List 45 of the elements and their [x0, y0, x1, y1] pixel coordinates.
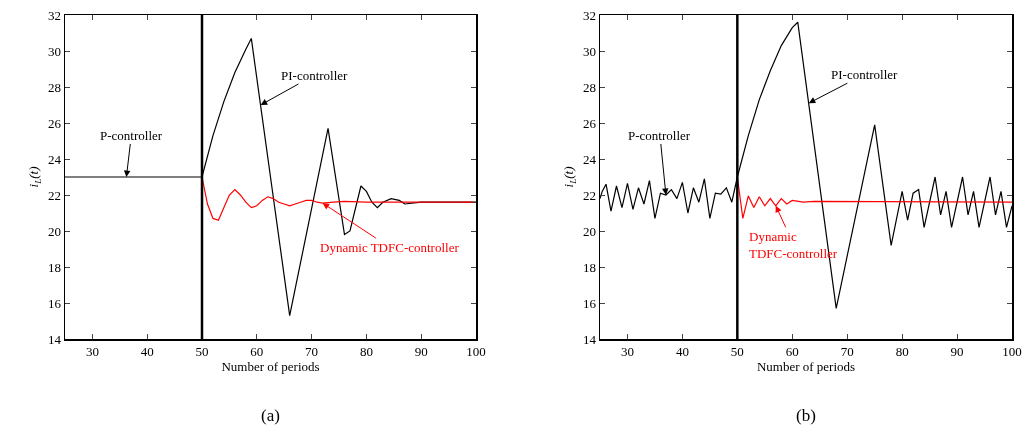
x-tick-label: 30	[620, 344, 634, 360]
x-tick-label: 40	[675, 344, 689, 360]
annotation: P-controller	[100, 128, 163, 143]
y-tick-label: 26	[47, 115, 62, 131]
text: (b)	[796, 406, 816, 425]
y-tick-label: 24	[47, 151, 62, 167]
x-tick-label: 50	[195, 344, 209, 360]
annotation: PI-controller	[281, 68, 349, 83]
x-tick-label: 90	[950, 344, 964, 360]
x-tick-label: 80	[895, 344, 909, 360]
annotation: Dynamic TDFC-controller	[320, 240, 460, 255]
x-tick-label: 60	[250, 344, 264, 360]
y-tick-label: 18	[47, 259, 61, 275]
text: (a)	[261, 406, 280, 425]
y-tick-label: 28	[47, 79, 61, 95]
x-tick-label: 40	[140, 344, 154, 360]
y-tick-label: 16	[47, 295, 62, 311]
y-tick-label: 32	[582, 7, 596, 23]
y-tick-label: 22	[47, 187, 61, 203]
x-tick-label: 60	[785, 344, 799, 360]
x-tick-label: 30	[85, 344, 99, 360]
x-tick-label: 50	[730, 344, 744, 360]
y-tick-label: 20	[582, 223, 596, 239]
annotation: P-controller	[628, 128, 691, 143]
x-tick-label: 100	[466, 344, 486, 360]
y-tick-label: 30	[582, 43, 596, 59]
x-axis-title: Number of periods	[756, 359, 856, 375]
y-tick-label: 24	[582, 151, 597, 167]
x-axis-title: Number of periods	[221, 359, 320, 375]
y-tick-label: 14	[582, 331, 597, 347]
x-tick-label: 70	[840, 344, 854, 360]
annotation: PI-controller	[831, 67, 899, 82]
y-tick-label: 32	[47, 7, 61, 23]
y-tick-label: 14	[47, 331, 62, 347]
y-tick-label: 16	[582, 295, 597, 311]
x-tick-label: 100	[1002, 344, 1022, 360]
y-tick-label: 26	[582, 115, 597, 131]
y-tick-label: 30	[47, 43, 61, 59]
y-tick-label: 18	[582, 259, 596, 275]
x-tick-label: 70	[305, 344, 319, 360]
y-tick-label: 22	[582, 187, 596, 203]
y-tick-label: 28	[582, 79, 596, 95]
x-tick-label: 90	[414, 344, 428, 360]
y-tick-label: 20	[47, 223, 61, 239]
x-tick-label: 80	[359, 344, 373, 360]
